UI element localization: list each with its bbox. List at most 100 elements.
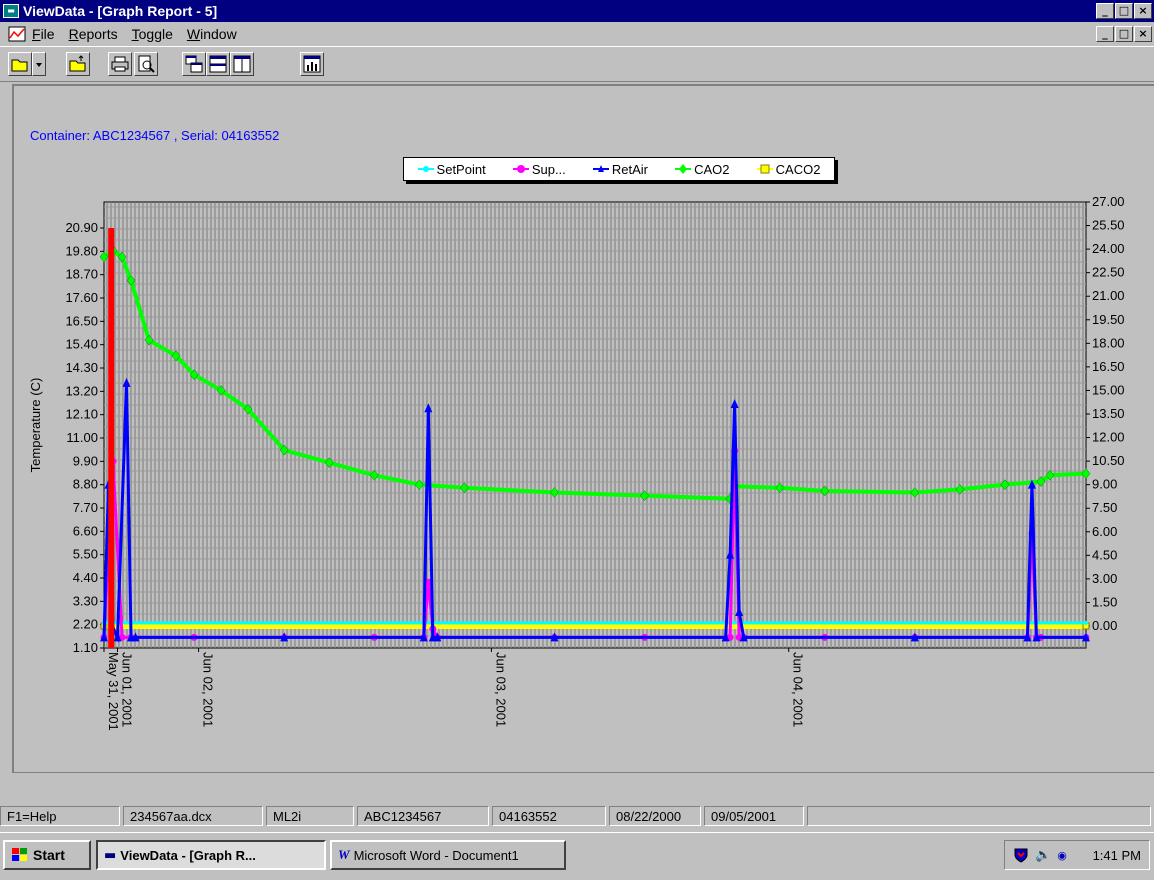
doc-minimize-button[interactable]: _ (1096, 26, 1114, 42)
network-icon[interactable]: ◉ (1057, 848, 1067, 862)
open-dropdown-button[interactable] (32, 52, 46, 76)
y-right-tick-label: 27.00 (1092, 194, 1125, 209)
supply-point (424, 578, 432, 586)
status-cell-filler (807, 806, 1151, 826)
word-icon: W (338, 847, 350, 862)
x-tick-label: May 31, 2001 (106, 652, 121, 731)
speaker-icon[interactable]: 🔈 (1035, 847, 1052, 863)
y-right-tick-label: 12.00 (1092, 430, 1125, 445)
columns-icon (233, 55, 251, 73)
close-button[interactable]: × (1134, 3, 1152, 19)
menu-file[interactable]: File (32, 26, 55, 42)
chart-button[interactable] (300, 52, 324, 76)
retair-point (131, 632, 140, 642)
y-left-tick-label: 18.70 (65, 267, 98, 282)
horizontal-scroll-area[interactable] (12, 772, 1154, 802)
tile-icon (185, 55, 203, 73)
status-cell-2: ML2i (266, 806, 354, 826)
y-left-tick-label: 13.20 (65, 383, 98, 398)
y-right-tick-label: 24.00 (1092, 241, 1125, 256)
y-left-tick-label: 14.30 (65, 360, 98, 375)
maximize-button[interactable]: □ (1115, 3, 1133, 19)
retair-point (730, 399, 739, 409)
folder-up-button[interactable] (66, 52, 90, 76)
y-right-tick-label: 9.00 (1092, 477, 1117, 492)
minimize-button[interactable]: _ (1096, 3, 1114, 19)
tile-button[interactable] (182, 52, 206, 76)
x-tick-label: Jun 04, 2001 (791, 652, 806, 727)
rows-icon (209, 55, 227, 73)
doc-close-button[interactable]: × (1134, 26, 1152, 42)
cao2-point (460, 482, 469, 494)
windows-logo-icon (12, 848, 27, 861)
retair-point (550, 632, 559, 642)
chart-icon (303, 55, 321, 73)
cao2-point (415, 479, 424, 491)
title-bar: ▬ ViewData - [Graph Report - 5] _ □ × (0, 0, 1154, 22)
chart-doc-icon[interactable] (8, 26, 26, 42)
cao2-point (640, 490, 649, 502)
y-left-tick-label: 11.00 (66, 430, 98, 445)
y-right-tick-label: 10.50 (1092, 453, 1125, 468)
retair-point (910, 632, 919, 642)
status-cell-0: F1=Help (0, 806, 120, 826)
y-right-tick-label: 13.50 (1092, 406, 1125, 421)
y-axis-title: Temperature (C) (28, 378, 43, 473)
legend-item-cao2: CAO2 (675, 162, 730, 177)
folder-up-icon (69, 55, 86, 72)
container-serial-label: Container: ABC1234567 , Serial: 04163552 (30, 128, 280, 143)
x-tick-label: Jun 01, 2001 (120, 652, 135, 727)
retair-point (113, 632, 122, 642)
cao2-point (144, 334, 154, 346)
status-cell-4: 04163552 (492, 806, 606, 826)
cao2-point (955, 483, 965, 495)
print-button[interactable] (108, 52, 132, 76)
y-right-tick-label: 6.00 (1092, 524, 1117, 539)
chart-legend: SetPoint Sup... RetAir CAO2 CACO2 (403, 157, 835, 181)
y-right-tick-label: 18.00 (1092, 335, 1125, 350)
legend-label-caco2: CACO2 (775, 161, 821, 177)
retair-point (424, 403, 433, 413)
open-button[interactable] (8, 52, 32, 76)
retair-point (735, 606, 744, 616)
start-button[interactable]: Start (3, 840, 91, 870)
retair-point (721, 632, 730, 642)
y-right-tick-label: 16.50 (1092, 359, 1125, 374)
task-label-word: Microsoft Word - Document1 (353, 847, 519, 863)
y-right-tick-label: 22.50 (1092, 265, 1125, 280)
y-left-tick-label: 17.60 (65, 290, 98, 305)
retair-point (280, 632, 289, 642)
legend-supply-swatch (512, 165, 529, 173)
print-preview-button[interactable] (134, 52, 158, 76)
cao2-point (1000, 479, 1010, 491)
y-left-tick-label: 9.90 (73, 453, 98, 468)
legend-item-setpoint: SetPoint (417, 161, 486, 177)
legend-retair-swatch (592, 165, 609, 172)
taskbar: Start ▬ ViewData - [Graph R... W Microso… (0, 832, 1154, 880)
task-viewdata[interactable]: ▬ ViewData - [Graph R... (96, 840, 326, 870)
retair-point (726, 549, 735, 559)
rows-button[interactable] (206, 52, 230, 76)
legend-label-setpoint: SetPoint (436, 161, 486, 177)
menu-reports[interactable]: Reports (68, 26, 118, 42)
y-left-tick-label: 2.20 (73, 617, 98, 632)
legend-caco2-swatch (756, 164, 773, 174)
legend-item-caco2: CACO2 (756, 161, 821, 177)
cao2-point (189, 369, 199, 381)
cao2-point (1036, 476, 1046, 487)
cao2-point (775, 482, 785, 494)
y-right-tick-label: 19.50 (1092, 312, 1125, 327)
retair-point (122, 377, 131, 387)
doc-maximize-button[interactable]: □ (1115, 26, 1133, 42)
columns-button[interactable] (230, 52, 254, 76)
task-word[interactable]: W Microsoft Word - Document1 (330, 840, 566, 870)
app-icon[interactable]: ▬ (3, 4, 19, 18)
printer-icon (111, 56, 129, 72)
retair-point (739, 632, 748, 642)
y-left-tick-label: 15.40 (65, 337, 98, 352)
print-preview-icon (138, 55, 155, 73)
menu-toggle[interactable]: Toggle (131, 26, 173, 42)
menu-window[interactable]: Window (186, 26, 237, 42)
cao2-point (820, 485, 830, 497)
shield-icon[interactable] (1013, 847, 1029, 863)
